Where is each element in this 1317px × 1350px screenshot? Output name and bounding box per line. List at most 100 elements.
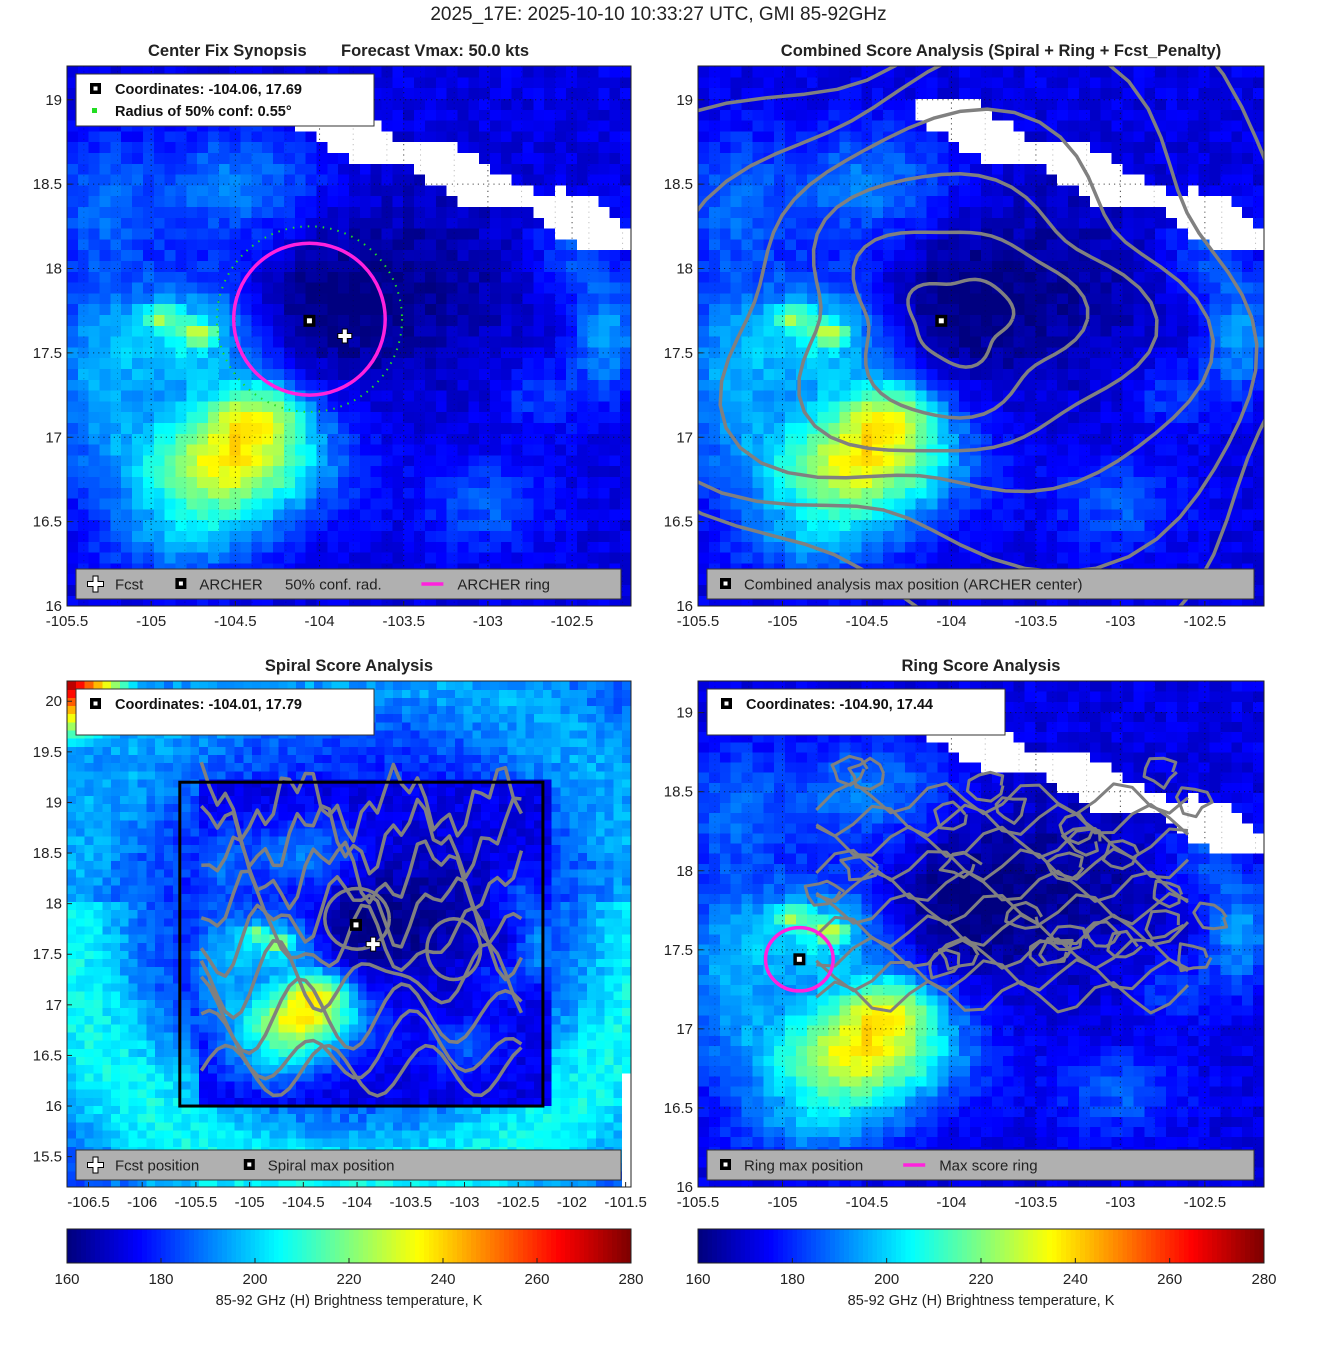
contour-line <box>199 761 522 843</box>
x-tick-label: -105 <box>767 613 797 630</box>
y-tick-label: 17.5 <box>664 942 693 959</box>
axes-frame <box>66 680 632 1188</box>
y-tick-label: 16.5 <box>664 514 693 531</box>
contour-line <box>718 107 1216 494</box>
contour-line <box>199 903 523 982</box>
x-tick-label: -104 <box>305 613 335 630</box>
colorbar-tick-label: 160 <box>54 1271 79 1288</box>
y-tick-label: 19 <box>676 705 693 722</box>
legend: Combined analysis max position (ARCHER c… <box>706 568 1255 600</box>
y-tick-label: 16.5 <box>33 1047 62 1064</box>
y-tick-label: 16 <box>45 598 62 615</box>
y-tick-label: 19 <box>45 92 62 109</box>
panel-p4: Coordinates: -104.90, 17.44 Ring max posi… <box>664 657 1265 1211</box>
x-tick-label: -103 <box>449 1194 479 1211</box>
legend-label: ARCHER ring <box>457 577 550 594</box>
info-text: Coordinates: -104.06, 17.69 <box>115 82 302 98</box>
plot-area <box>698 681 1264 1187</box>
x-tick-label: -102.5 <box>551 613 594 630</box>
y-tick-label: 16.5 <box>33 514 62 531</box>
x-tick-label: -103.5 <box>389 1194 432 1211</box>
info-text: Coordinates: -104.90, 17.44 <box>746 697 933 713</box>
x-tick-label: -101.5 <box>604 1194 647 1211</box>
confidence-circle <box>215 225 404 413</box>
x-tick-label: -103.5 <box>1015 1194 1058 1211</box>
info-box: Coordinates: -104.90, 17.44 <box>706 688 1006 736</box>
colorbar-tick-label: 280 <box>618 1271 643 1288</box>
contour-line <box>1177 942 1213 973</box>
y-tick-label: 17.5 <box>664 345 693 362</box>
contour-line <box>797 172 1159 453</box>
archer-marker-icon-inner <box>306 318 312 324</box>
info-text: Coordinates: -104.01, 17.79 <box>115 697 302 713</box>
panel-p2: Combined analysis max position (ARCHER c… <box>664 42 1265 630</box>
x-tick-label: -104.5 <box>846 1194 889 1211</box>
colorbar-tick-label: 240 <box>1063 1271 1088 1288</box>
colorbar-label: 85-92 GHz (H) Brightness temperature, K <box>848 1293 1115 1309</box>
panel-title: Ring Score Analysis <box>902 657 1061 675</box>
contour-line <box>1142 756 1178 790</box>
y-tick-label: 17.5 <box>33 946 62 963</box>
x-tick-label: -105.5 <box>46 613 89 630</box>
contour-line <box>815 957 1189 993</box>
archer-marker-icon-inner <box>938 318 944 324</box>
spiral-marker-icon-inner <box>353 922 359 928</box>
heatmap-raster <box>698 66 1264 606</box>
panel-title: Spiral Score Analysis <box>265 657 433 675</box>
y-tick-label: 17 <box>676 1021 693 1038</box>
legend-label: Fcst position <box>115 1158 199 1175</box>
contour-line <box>851 230 1090 420</box>
x-tick-label: -106.5 <box>67 1194 110 1211</box>
x-tick-label: -104.5 <box>282 1194 325 1211</box>
x-tick-label: -102.5 <box>497 1194 540 1211</box>
y-tick-label: 17 <box>45 997 62 1014</box>
colorbar-tick-label: 200 <box>874 1271 899 1288</box>
score-contours <box>803 754 1229 1015</box>
colorbar-tick-label: 180 <box>148 1271 173 1288</box>
info-box: Coordinates: -104.01, 17.79 <box>75 688 375 736</box>
colorbar-1: 160 180 200 220 240 260 280 85-92 GHz (H) Brigh… <box>54 1228 644 1309</box>
legend-label: ARCHER <box>199 577 263 594</box>
y-tick-label: 16 <box>45 1098 62 1115</box>
panel-title-right: Forecast Vmax: 50.0 kts <box>341 42 529 60</box>
contour-line <box>965 770 1005 803</box>
contour-line <box>815 869 1189 904</box>
plot-area <box>67 681 631 1187</box>
contour-line <box>928 948 961 980</box>
contour-line <box>933 800 968 831</box>
y-tick-label: 15.5 <box>33 1149 62 1166</box>
x-tick-label: -104 <box>936 613 966 630</box>
y-tick-label: 16 <box>676 598 693 615</box>
contour-line <box>937 938 980 971</box>
x-tick-label: -104.5 <box>214 613 257 630</box>
legend: Ring max position Max score ring <box>706 1149 1255 1181</box>
fcst-marker-icon <box>365 936 381 952</box>
y-tick-label: 19 <box>45 794 62 811</box>
colorbar-tick-label: 200 <box>242 1271 267 1288</box>
contour-line <box>1192 901 1229 931</box>
info-box: Coordinates: -104.06, 17.69 Radius of 50%… <box>75 73 375 127</box>
colorbar-2: 160 180 200 220 240 260 280 85-92 GHz (H) Brigh… <box>685 1228 1277 1309</box>
contour-line <box>200 1008 523 1081</box>
spiral-search-box <box>178 780 545 1108</box>
plot-area <box>698 66 1264 606</box>
contour-line <box>201 835 524 912</box>
axes-frame <box>697 65 1265 607</box>
contour-line <box>199 1043 523 1098</box>
fcst-cross-icon <box>87 575 104 593</box>
legend-label: Spiral max position <box>268 1158 395 1175</box>
x-tick-label: -105 <box>235 1194 265 1211</box>
x-tick-label: -104 <box>936 1194 966 1211</box>
panel-title: Combined Score Analysis (Spiral + Ring +… <box>781 42 1221 60</box>
contour-line <box>839 855 879 882</box>
colorbar-tick-label: 220 <box>336 1271 361 1288</box>
x-tick-label: -102 <box>557 1194 587 1211</box>
score-contours <box>199 761 524 1098</box>
y-tick-label: 18.5 <box>33 845 62 862</box>
legend-label: Max score ring <box>939 1158 1037 1175</box>
contour-line <box>1004 901 1043 930</box>
figure-title: 2025_17E: 2025-10-10 10:33:27 UTC, GMI 8… <box>430 4 887 25</box>
axes-frame <box>697 680 1265 1188</box>
colorbar-tick-label: 220 <box>968 1271 993 1288</box>
